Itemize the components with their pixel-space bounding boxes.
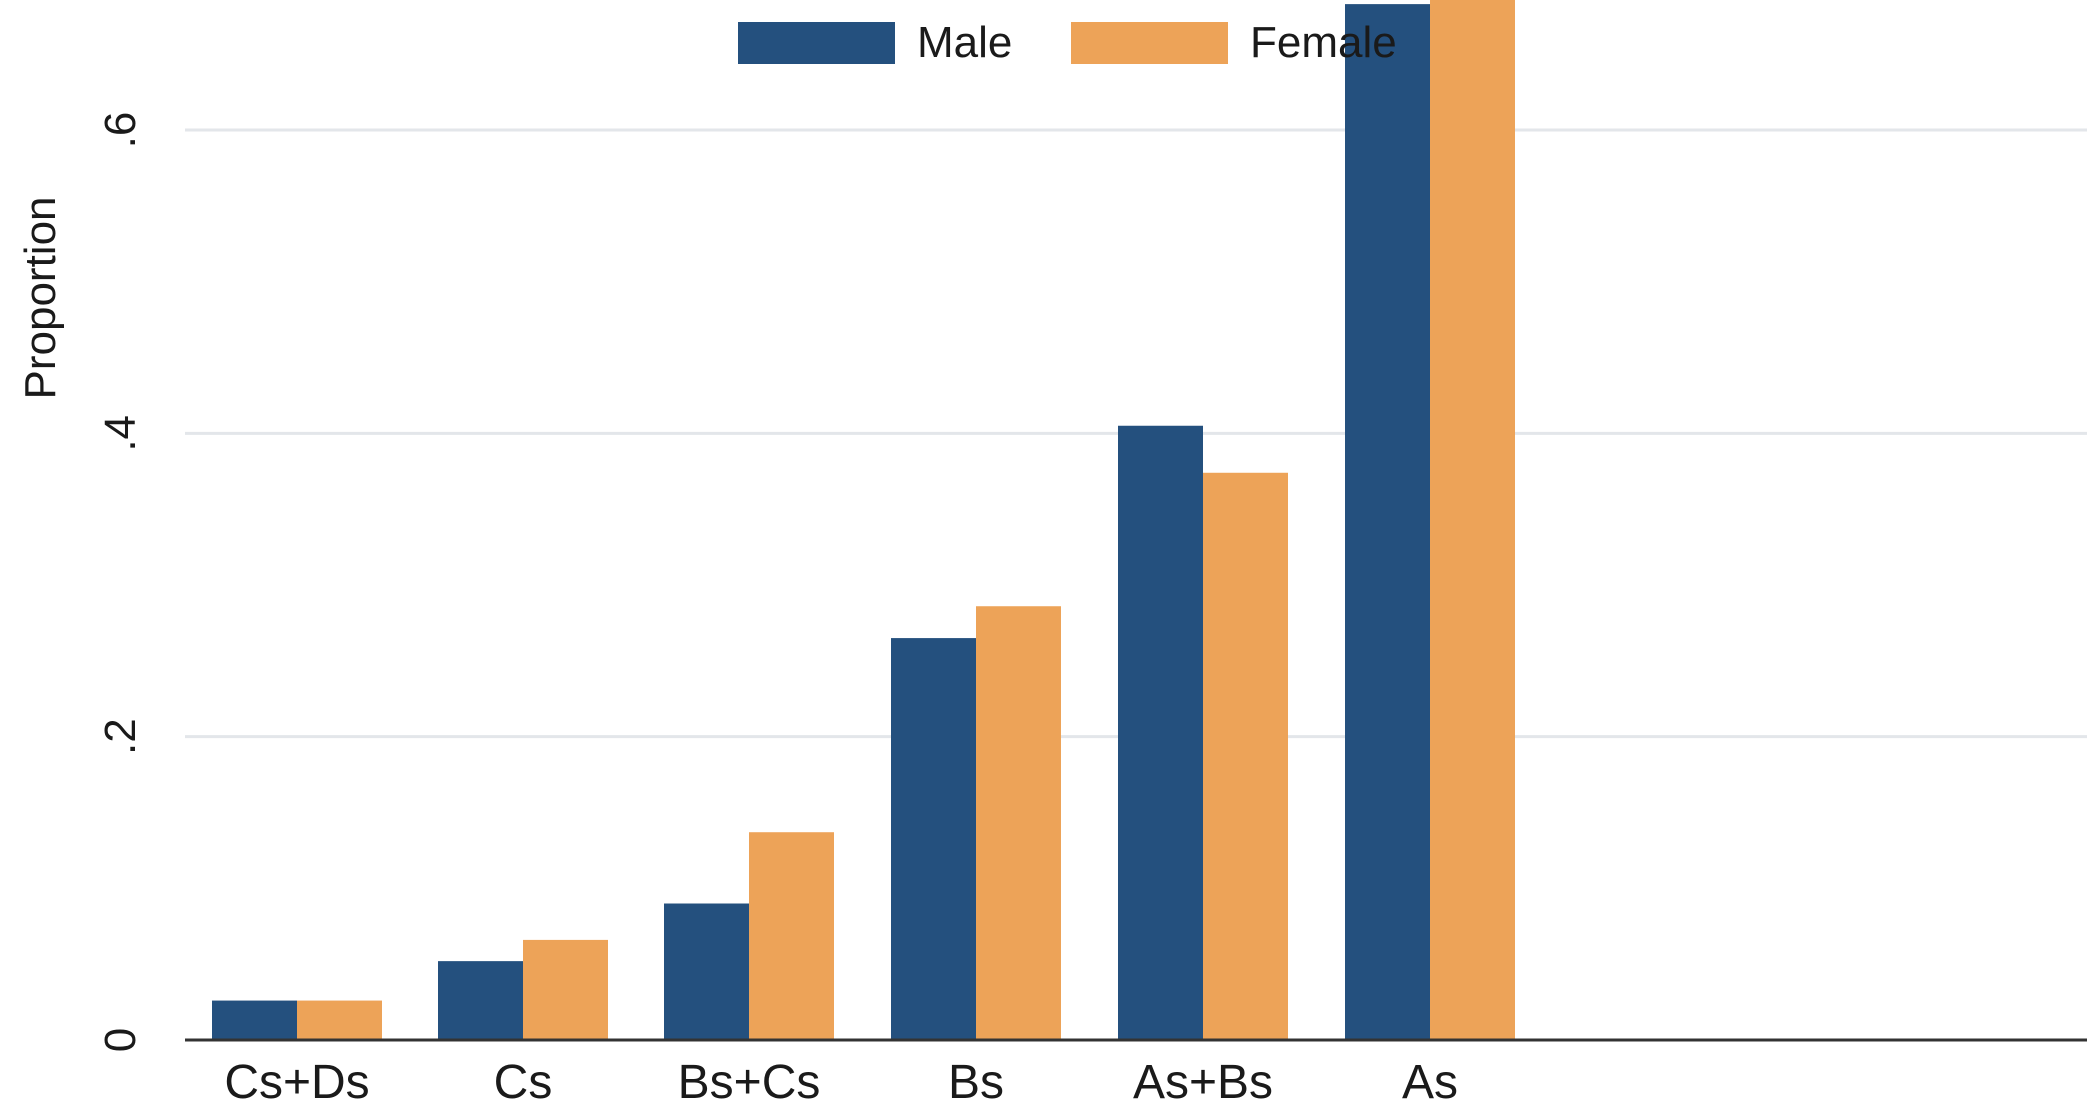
x-tick-label: Cs — [494, 1056, 553, 1109]
legend: Male Female — [738, 18, 1397, 67]
bar-male-cs — [438, 961, 523, 1040]
bar-male-bs-plus-cs — [664, 903, 749, 1040]
legend-swatch-male — [738, 22, 895, 64]
y-tick-label: 0 — [96, 1028, 145, 1052]
y-tick-label: .2 — [96, 718, 145, 755]
bar-female-bs — [976, 606, 1061, 1040]
x-tick-label: As+Bs — [1133, 1056, 1273, 1109]
y-tick-label: .6 — [96, 112, 145, 149]
bar-female-as — [1430, 0, 1515, 1040]
bar-female-bs-plus-cs — [749, 832, 834, 1040]
x-tick-label: Bs+Cs — [678, 1056, 821, 1109]
y-axis-label: Proportion — [16, 196, 65, 399]
bars — [212, 0, 1515, 1040]
bar-male-cs-plus-ds — [212, 1000, 297, 1040]
bar-female-as-plus-bs — [1203, 472, 1288, 1040]
x-tick-label: Cs+Ds — [224, 1056, 369, 1109]
bar-female-cs-plus-ds — [297, 1000, 382, 1040]
x-tick-labels: Cs+Ds Cs Bs+Cs Bs As+Bs As — [224, 1056, 1458, 1109]
legend-label-male: Male — [917, 18, 1012, 67]
bar-male-as-plus-bs — [1118, 425, 1203, 1040]
legend-swatch-female — [1071, 22, 1228, 64]
y-tick-labels: 0 .2 .4 .6 — [96, 112, 145, 1053]
bar-male-bs — [891, 638, 976, 1040]
bar-female-cs — [523, 939, 608, 1040]
y-tick-label: .4 — [96, 415, 145, 452]
bar-male-as — [1345, 4, 1430, 1040]
x-tick-label: As — [1402, 1056, 1458, 1109]
x-tick-label: Bs — [948, 1056, 1004, 1109]
legend-label-female: Female — [1250, 18, 1397, 67]
